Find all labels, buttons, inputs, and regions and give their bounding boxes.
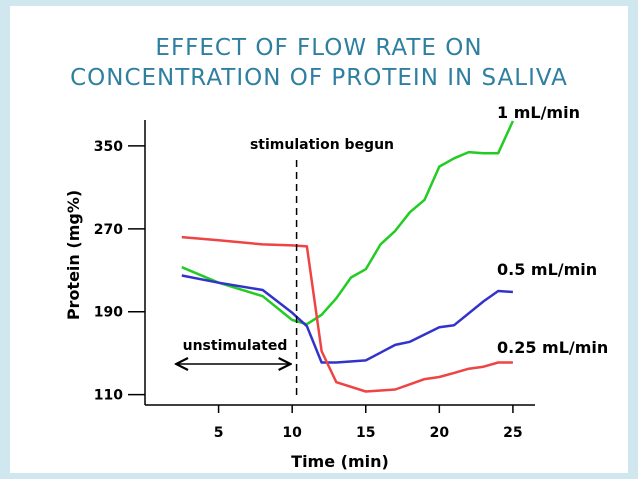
y-tick-label: 350	[94, 139, 123, 155]
y-axis-label: Protein (mg%)	[64, 190, 83, 320]
stimulation-label: stimulation begun	[250, 137, 394, 153]
x-axis-label: Time (min)	[291, 452, 389, 471]
series-line	[181, 120, 515, 326]
series-line	[181, 274, 513, 364]
x-tick-label: 20	[430, 425, 450, 441]
y-tick-label: 270	[94, 222, 123, 238]
y-tick-label: 190	[94, 305, 123, 321]
x-tick-label: 10	[282, 425, 302, 441]
series-label: 0.25 mL/min	[497, 338, 608, 357]
series-label: 0.5 mL/min	[497, 260, 597, 279]
x-tick-label: 25	[503, 425, 522, 441]
series-line	[181, 235, 513, 393]
slide-title-line2: CONCENTRATION OF PROTEIN IN SALIVA	[70, 65, 568, 91]
x-tick-label: 15	[356, 425, 375, 441]
x-tick-label: 5	[214, 425, 224, 441]
unstimulated-label: unstimulated	[183, 338, 288, 354]
y-tick-label: 110	[94, 388, 123, 404]
series-label: 1 mL/min	[497, 103, 580, 122]
slide-title-line1: EFFECT OF FLOW RATE ON	[155, 35, 483, 61]
